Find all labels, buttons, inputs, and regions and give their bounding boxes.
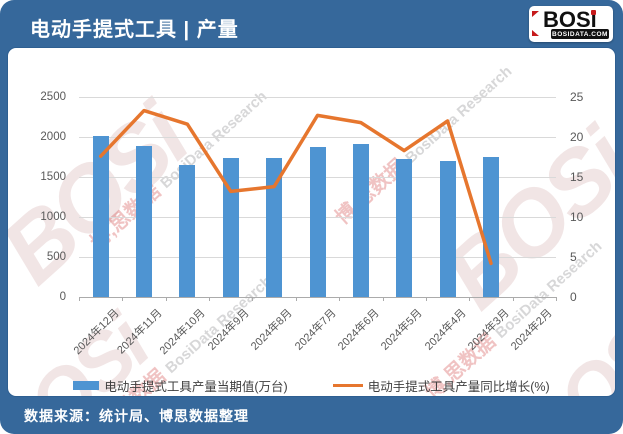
bar-2024年4月: [439, 161, 456, 297]
legend-label: 电动手提式工具产量当期值(万台): [104, 380, 288, 394]
x-axis-tick: [209, 297, 211, 301]
x-axis-category-label: 2024年3月: [465, 307, 512, 353]
logo-brand-text: BOSi: [543, 7, 597, 32]
x-axis-category-label: 2024年8月: [249, 307, 295, 353]
gridline: [79, 297, 556, 298]
y-axis-right-tick-label: 25: [570, 90, 584, 104]
logo-red-dot: [591, 10, 596, 15]
bar-2024年12月: [92, 136, 109, 297]
x-axis-tick: [556, 297, 557, 301]
x-axis-tick: [122, 297, 124, 301]
y-axis-left-tick-label: 0: [59, 291, 66, 303]
x-axis-tick: [79, 297, 80, 301]
bar-2024年6月: [352, 144, 369, 297]
x-axis-category-label: 2024年12月: [71, 307, 122, 358]
y-axis-left-tick-label: 1500: [40, 171, 66, 183]
bar-2024年10月: [179, 165, 196, 297]
legend-label: 电动手提式工具产量同比增长(%): [367, 380, 550, 394]
x-axis-category-label: 2024年5月: [379, 307, 425, 353]
bar-2024年5月: [396, 158, 413, 297]
growth-line-series: [98, 108, 493, 266]
logo-domain-strip: BOSIDATA.COM: [551, 29, 609, 39]
y-axis-right-tick-label: 5: [570, 250, 577, 264]
x-axis-category-label: 2024年4月: [422, 307, 469, 353]
y-axis-left-tick-label: 1000: [40, 211, 66, 223]
y-axis-right-tick-label: 0: [570, 290, 577, 304]
x-axis-tick: [165, 297, 167, 301]
bar-2024年3月: [482, 157, 499, 297]
gridline: [79, 97, 556, 98]
chart-legend: 电动手提式工具产量当期值(万台) 电动手提式工具产量同比增长(%): [8, 376, 615, 395]
x-axis-tick: [425, 297, 427, 301]
y-axis-left-tick-label: 2000: [40, 131, 66, 143]
page-title: 电动手提式工具 | 产量: [30, 19, 239, 41]
x-axis-tick: [295, 297, 297, 301]
x-axis-category-label: 2024年7月: [292, 307, 339, 353]
legend-item-bar: 电动手提式工具产量当期值(万台): [73, 376, 288, 395]
gridline: [79, 137, 556, 138]
x-axis-tick: [339, 297, 341, 301]
bosi-logo: BOSi BOSIDATA.COM: [529, 6, 613, 42]
bar-2024年8月: [266, 157, 283, 297]
x-axis-tick: [469, 297, 471, 301]
logo-triangle-icon: [532, 30, 539, 36]
y-axis-right-tick-label: 20: [570, 130, 584, 144]
logo-triangle-icon: [532, 11, 539, 17]
footer-bar: 数据来源：统计局、博思数据整理: [0, 397, 623, 434]
header-bar: 电动手提式工具 | 产量 BOSi BOSIDATA.COM: [0, 0, 623, 47]
logo-domain-text: BOSIDATA.COM: [552, 30, 608, 38]
plot-area: 0 0 500 5 1000 10 1500 15 2000 20 2500 25 2024年12月 20…: [40, 90, 583, 357]
data-source-text: 数据来源：统计局、博思数据整理: [24, 407, 249, 424]
y-axis-right-tick-label: 10: [570, 210, 584, 224]
legend-item-line: 电动手提式工具产量同比增长(%): [332, 376, 550, 395]
x-axis-tick: [252, 297, 254, 301]
bar-2024年7月: [309, 146, 326, 297]
x-axis-category-label: 2024年10月: [158, 307, 209, 358]
x-axis-category-label: 2024年9月: [205, 307, 252, 353]
x-axis-tick: [382, 297, 384, 301]
y-axis-left-tick-label: 500: [46, 251, 66, 263]
line-series-swatch: [332, 384, 363, 387]
x-axis-category-label: 2024年6月: [335, 307, 382, 353]
bar-series-swatch: [73, 381, 100, 390]
y-axis-left-tick-label: 2500: [40, 91, 66, 103]
bar-2024年11月: [136, 145, 153, 297]
chart-panel: BOSi BOSi BOSi BOSi 博,思数据BosiData Resear…: [7, 47, 616, 397]
y-axis-right-tick-label: 15: [570, 170, 584, 184]
x-axis-category-label: 2024年2月: [509, 307, 555, 353]
x-axis-tick: [512, 297, 514, 301]
